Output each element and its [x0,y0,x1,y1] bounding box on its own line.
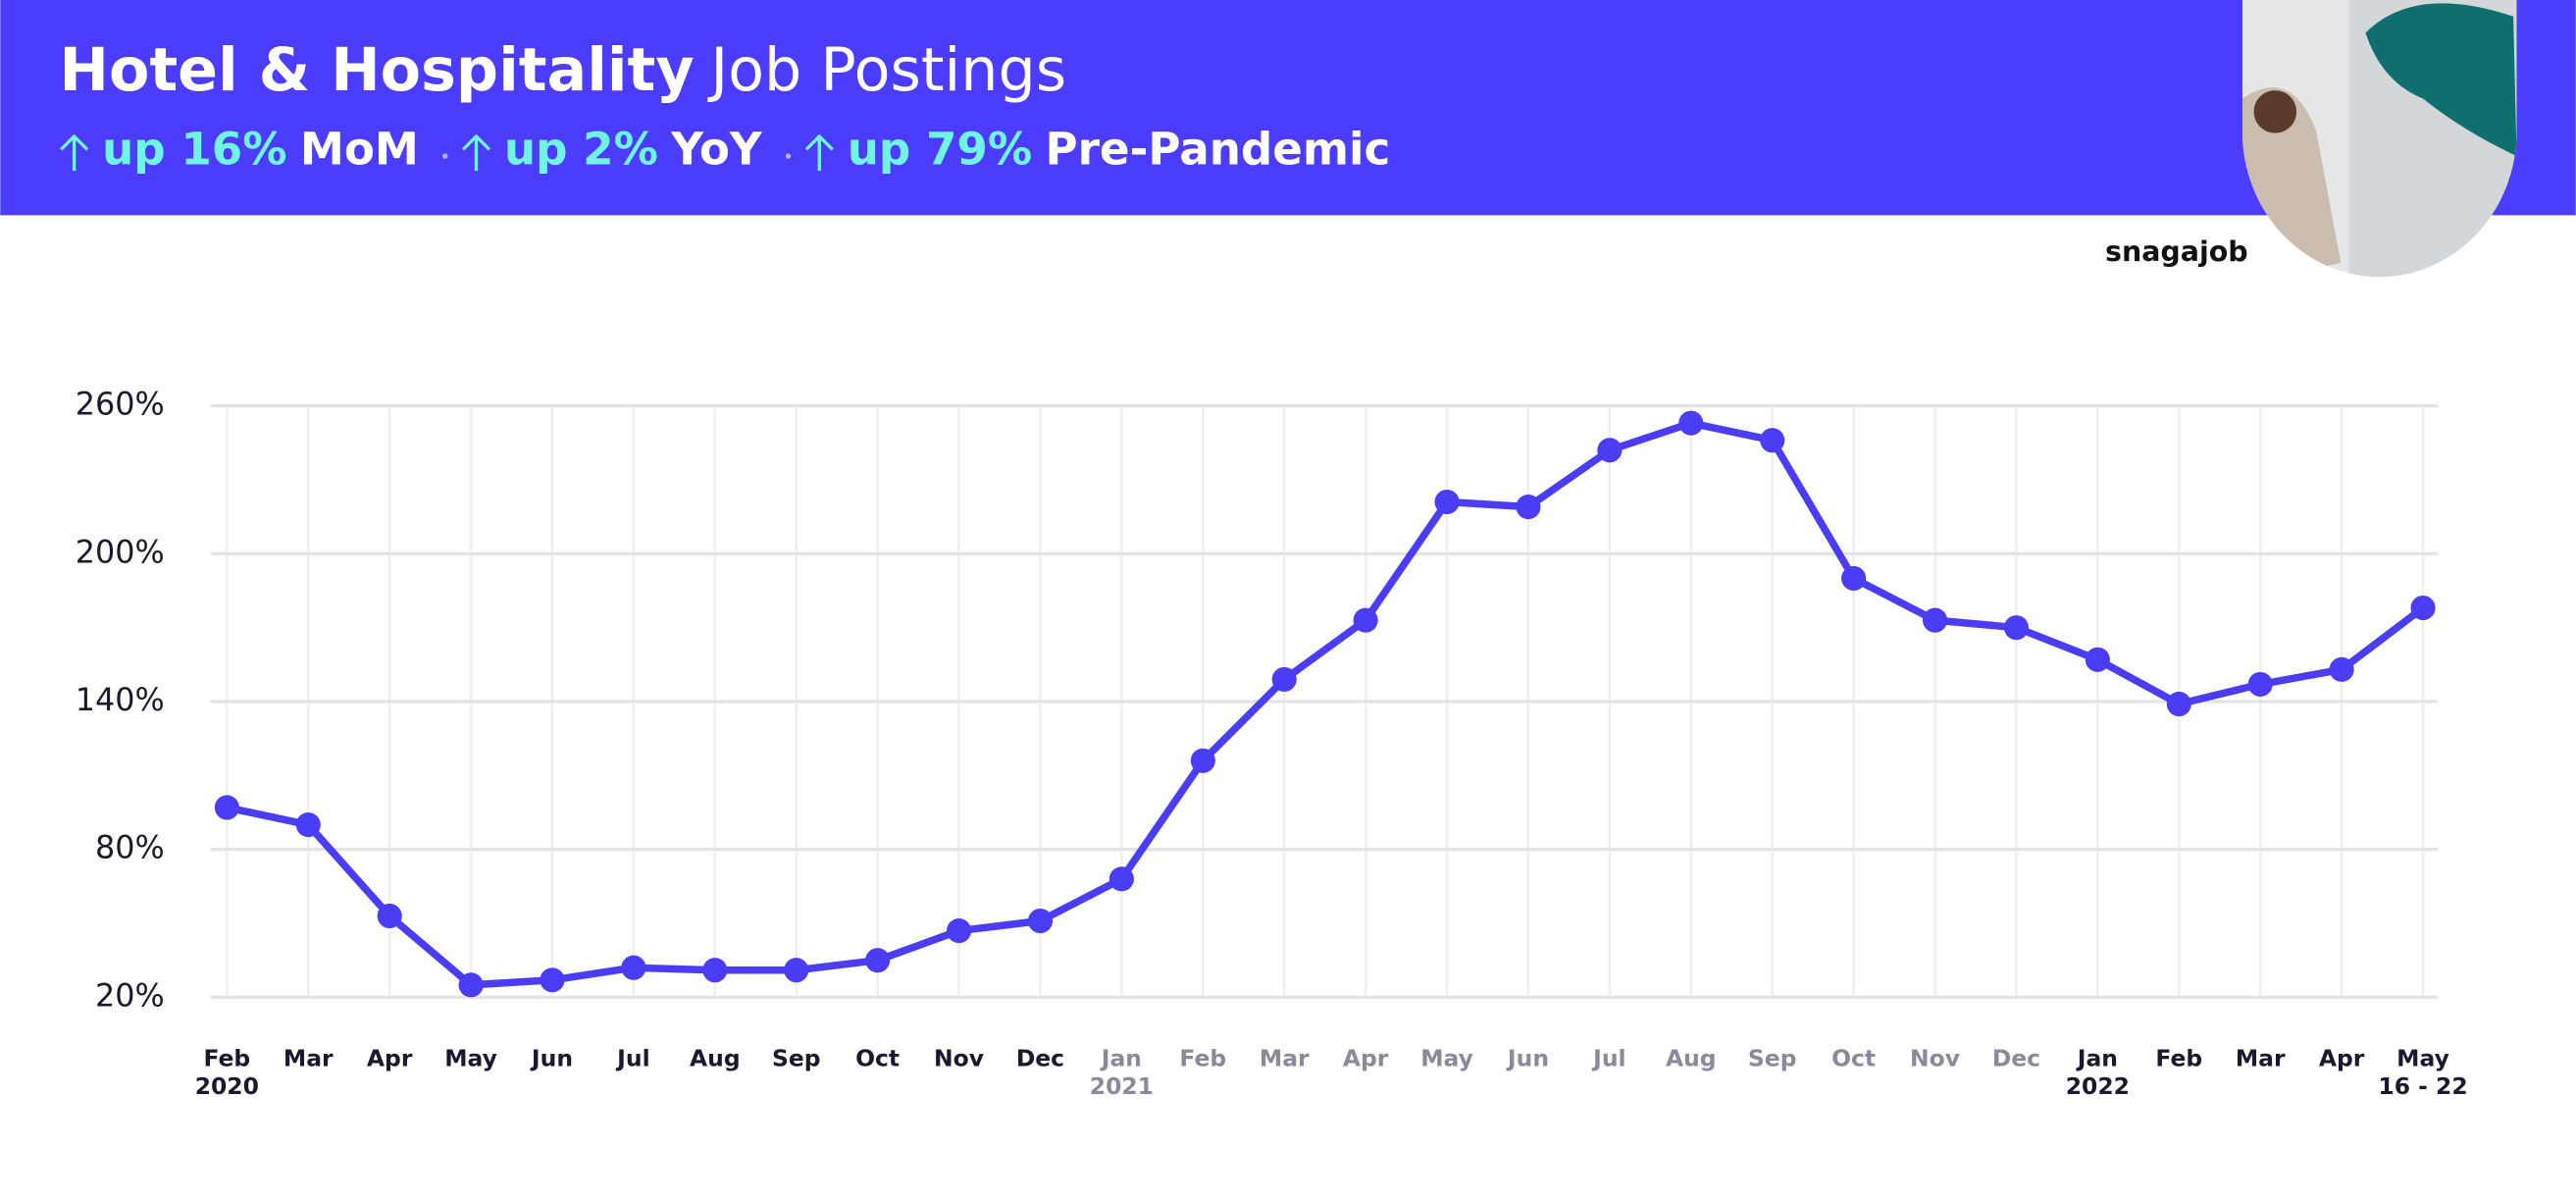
x-tick-label: Mar [283,1045,334,1072]
y-tick-label: 260% [76,386,165,423]
point [2166,691,2191,717]
arrow-icon [804,133,834,172]
point [1027,908,1054,934]
point [458,972,484,998]
stat-value: up 16% [102,124,286,176]
point [295,812,321,838]
point [1678,410,1704,436]
photo [2241,0,2517,278]
point [214,795,239,820]
x-tick-label: Feb [1179,1045,1226,1072]
point [1597,438,1623,463]
y-tick-label: 20% [95,976,165,1014]
point [1841,565,1867,591]
point [2329,656,2354,682]
x-tick-sublabel: 16 - 22 [2378,1072,2467,1100]
y-tick-label: 200% [76,533,165,570]
x-tick-label: Feb [2155,1045,2202,1072]
brand: snagajob [2105,235,2248,268]
point [784,958,809,983]
point [377,903,402,929]
x-tick-label: Oct [855,1045,900,1072]
x-tick-label: Aug [690,1045,741,1072]
separator [441,153,448,159]
y-tick-label: 80% [95,829,165,866]
title-light: Job Postings [706,36,1066,105]
stat-label: Pre-Pandemic [1046,124,1391,176]
x-tick-label: Jan [1100,1045,1142,1072]
point [1434,489,1460,515]
y-tick-label: 140% [76,681,165,718]
point [865,948,891,973]
point [2247,671,2273,697]
x-tick-label: Mar [1260,1045,1310,1072]
point [947,918,972,944]
x-tick-sublabel: 2021 [1090,1072,1154,1100]
point [1516,495,1541,520]
point [1760,428,1785,453]
x-tick-label: Nov [1910,1045,1960,1072]
arrow-icon [461,133,491,172]
x-tick-label: Jun [530,1045,573,1072]
x-tick-label: Jan [2076,1045,2118,1072]
x-tick-label: May [444,1045,497,1072]
x-tick-label: Sep [772,1045,821,1072]
point [1353,607,1378,633]
point [2085,647,2110,672]
x-tick-label: Jul [1591,1045,1625,1072]
stat-label: MoM [300,124,419,176]
point [2003,615,2030,641]
arrow-icon [60,133,89,172]
line [226,419,2426,989]
x-tick-label: Oct [1831,1045,1876,1072]
stat-value: up 2% [504,124,658,176]
point [1108,866,1134,892]
x-tick-label: Aug [1666,1045,1717,1072]
header-band [0,0,2576,216]
x-tick-label: Feb [203,1045,250,1072]
x-tick-label: Jul [615,1045,649,1072]
point [702,958,728,983]
x-tick-label: May [2396,1045,2449,1072]
x-tick-label: Dec [1016,1045,1064,1072]
x-tick-label: Sep [1748,1045,1797,1072]
title: Hotel & Hospitality [60,36,695,105]
point [621,955,646,980]
point [1922,607,1948,633]
x-tick-sublabel: 2020 [195,1072,259,1100]
x-tick-label: May [1420,1045,1473,1072]
x-tick-label: Nov [934,1045,984,1072]
point [1190,748,1215,773]
x-tick-label: Jun [1506,1045,1549,1072]
stat-label: YoY [670,124,763,176]
x-tick-label: Apr [2319,1045,2365,1072]
point [540,967,565,993]
x-tick-label: Apr [367,1045,413,1072]
x-tick-label: Mar [2236,1045,2286,1072]
stat-value: up 79% [848,124,1032,176]
x-tick-sublabel: 2022 [2066,1072,2130,1100]
separator [785,153,792,159]
point [2410,595,2436,621]
point [1271,666,1297,692]
x-tick-label: Dec [1992,1045,2040,1072]
x-tick-label: Apr [1343,1045,1389,1072]
